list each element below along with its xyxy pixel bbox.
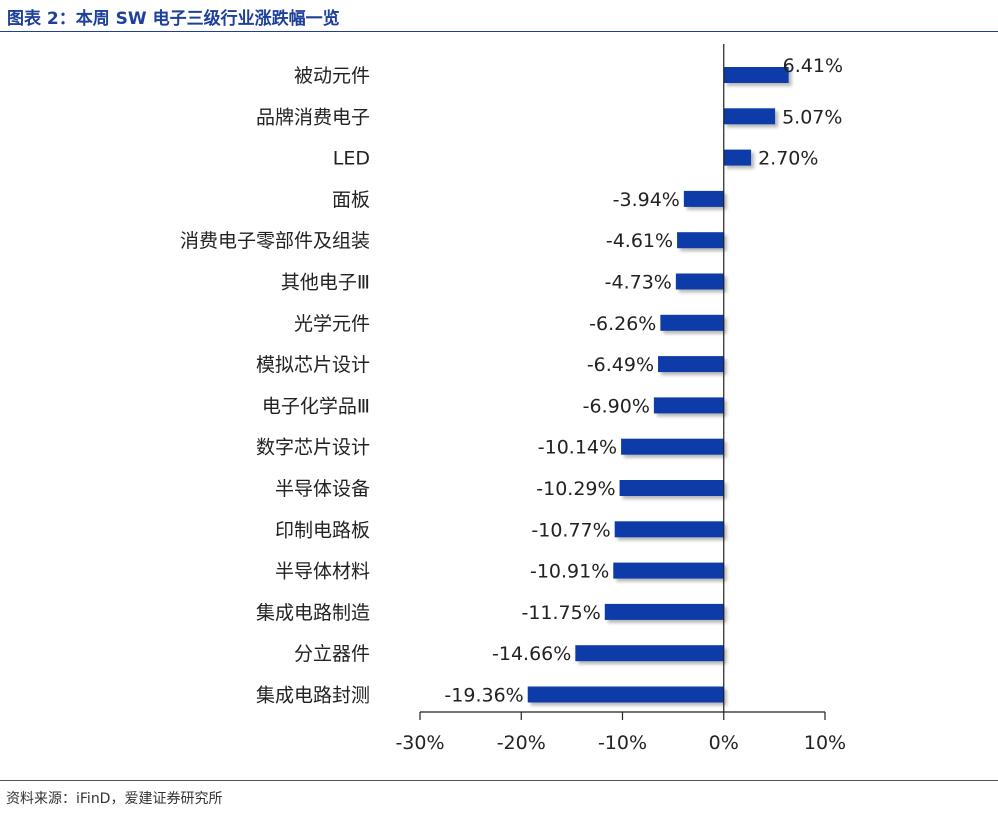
value-label-6: -6.26% bbox=[589, 313, 656, 335]
value-label-4: -4.61% bbox=[606, 230, 673, 252]
value-label-5: -4.73% bbox=[605, 272, 672, 294]
x-tick-label-2: -10% bbox=[598, 732, 647, 754]
value-label-1: 5.07% bbox=[782, 106, 842, 128]
bar-11 bbox=[614, 521, 724, 538]
bars-layer bbox=[527, 67, 789, 703]
category-label-13: 集成电路制造 bbox=[256, 602, 370, 624]
category-label-0: 被动元件 bbox=[294, 65, 370, 87]
category-label-8: 电子化学品Ⅲ bbox=[262, 395, 370, 417]
category-label-9: 数字芯片设计 bbox=[256, 437, 370, 459]
category-label-15: 集成电路封测 bbox=[256, 685, 370, 707]
category-label-6: 光学元件 bbox=[294, 313, 370, 335]
category-label-11: 印制电路板 bbox=[275, 519, 370, 541]
value-label-2: 2.70% bbox=[758, 148, 818, 170]
category-label-2: LED bbox=[333, 148, 370, 170]
bar-14 bbox=[575, 645, 724, 662]
value-label-10: -10.29% bbox=[536, 478, 615, 500]
bar-2 bbox=[723, 149, 752, 166]
value-label-14: -14.66% bbox=[492, 643, 571, 665]
figure-title: 图表 2：本周 SW 电子三级行业涨跌幅一览 bbox=[7, 9, 340, 29]
x-tick-label-1: -20% bbox=[497, 732, 546, 754]
bar-1 bbox=[723, 108, 776, 125]
value-label-11: -10.77% bbox=[531, 519, 610, 541]
footer-divider bbox=[0, 780, 998, 781]
bar-5 bbox=[675, 273, 724, 290]
category-label-1: 品牌消费电子 bbox=[256, 106, 370, 128]
bar-6 bbox=[660, 314, 724, 331]
category-label-10: 半导体设备 bbox=[275, 478, 370, 500]
category-label-5: 其他电子Ⅲ bbox=[281, 272, 370, 294]
source-note: 资料来源：iFinD，爱建证券研究所 bbox=[6, 791, 223, 807]
category-label-12: 半导体材料 bbox=[275, 561, 370, 583]
category-label-3: 面板 bbox=[332, 189, 370, 211]
bar-15 bbox=[527, 686, 724, 703]
x-tick-label-3: 0% bbox=[709, 732, 739, 754]
value-label-0: 6.41% bbox=[783, 55, 843, 77]
x-tick-label-0: -30% bbox=[395, 732, 444, 754]
value-label-12: -10.91% bbox=[530, 561, 609, 583]
bar-13 bbox=[604, 603, 724, 620]
bar-10 bbox=[619, 480, 724, 496]
value-label-13: -11.75% bbox=[521, 602, 600, 624]
title-divider bbox=[0, 31, 998, 32]
value-label-7: -6.49% bbox=[587, 354, 654, 376]
bar-chart: -30% -20% -10% 0% 10% 被动元件 6.41% 品牌消费电子 5.07% LE… bbox=[180, 44, 846, 754]
bar-7 bbox=[658, 356, 724, 373]
value-label-3: -3.94% bbox=[613, 189, 680, 211]
bar-4 bbox=[677, 232, 724, 249]
bar-12 bbox=[613, 562, 724, 579]
category-label-7: 模拟芯片设计 bbox=[256, 354, 370, 376]
labels-layer: 被动元件 6.41% 品牌消费电子 5.07% LED 2.70% 面板 -3.94% 消费电子… bbox=[180, 55, 843, 707]
x-tick-label-4: 10% bbox=[804, 732, 846, 754]
bar-3 bbox=[683, 190, 724, 207]
bar-8 bbox=[653, 397, 724, 414]
category-label-14: 分立器件 bbox=[294, 643, 370, 665]
category-label-4: 消费电子零部件及组装 bbox=[180, 230, 370, 252]
value-label-15: -19.36% bbox=[444, 685, 523, 707]
x-axis: -30% -20% -10% 0% 10% bbox=[395, 44, 846, 754]
bar-0 bbox=[723, 67, 789, 83]
value-label-9: -10.14% bbox=[538, 437, 617, 459]
value-label-8: -6.90% bbox=[583, 395, 650, 417]
bar-9 bbox=[621, 438, 724, 455]
